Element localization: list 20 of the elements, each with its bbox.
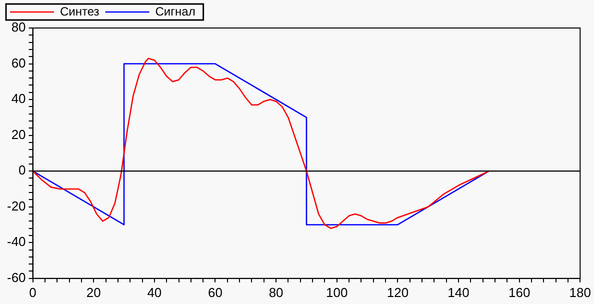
- y-tick-label: 60: [11, 55, 26, 70]
- x-tick-label: 140: [448, 284, 470, 300]
- x-tick-label: 100: [326, 284, 348, 300]
- x-tick-label: 80: [268, 284, 284, 300]
- x-tick-label: 120: [386, 284, 409, 300]
- y-tick-label: 40: [11, 91, 26, 106]
- x-tick-label: 180: [569, 284, 592, 300]
- y-tick-label: 80: [11, 20, 26, 35]
- y-tick-label: -20: [6, 198, 26, 214]
- x-tick-label: 60: [208, 284, 222, 300]
- y-tick-label: -60: [6, 270, 26, 285]
- legend-label: Синтез: [60, 4, 100, 18]
- legend-label: Сигнал: [155, 4, 196, 18]
- x-tick-label: 20: [86, 284, 101, 300]
- y-tick-label: 0: [18, 162, 26, 178]
- x-tick-label: 0: [29, 284, 36, 300]
- y-tick-label: 20: [11, 126, 26, 142]
- x-tick-label: 160: [508, 284, 530, 300]
- x-tick-label: 40: [147, 284, 162, 300]
- y-tick-label: -40: [6, 234, 26, 250]
